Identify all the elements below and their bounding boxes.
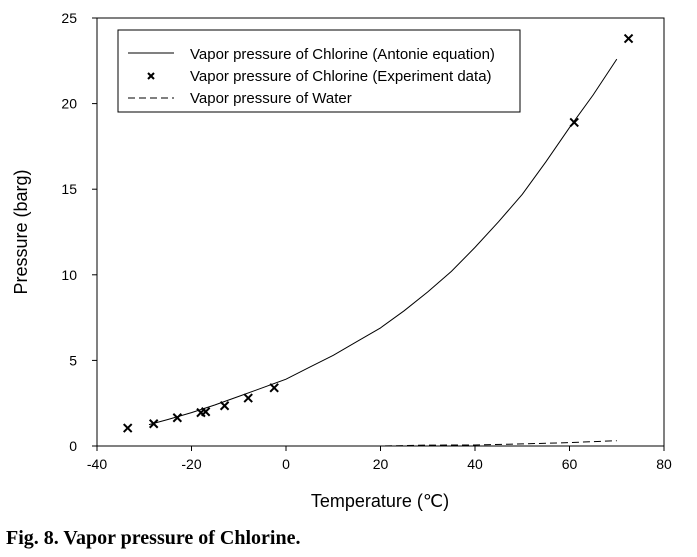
antonie-equation-line	[148, 58, 618, 426]
experiment-data-point	[569, 117, 579, 128]
experiment-data-point	[269, 383, 279, 393]
y-tick-label: 20	[61, 96, 77, 112]
x-tick-label: 0	[282, 456, 290, 472]
x-tick-label: 20	[373, 456, 389, 472]
legend-label-water: Vapor pressure of Water	[190, 90, 352, 107]
series-layer	[123, 33, 634, 447]
experiment-data-point	[172, 413, 183, 423]
experiment-data-point	[200, 407, 211, 417]
experiment-data-point	[623, 33, 634, 44]
experiment-data-point	[148, 419, 159, 429]
x-tick-label: -40	[87, 456, 107, 472]
y-tick-label: 10	[61, 267, 77, 283]
legend-x-marker-sample	[147, 72, 155, 80]
x-tick-label: -20	[181, 456, 201, 472]
y-tick-label: 15	[61, 181, 77, 197]
figure-caption: Fig. 8. Vapor pressure of Chlorine.	[6, 527, 301, 549]
legend-label-antonie: Vapor pressure of Chlorine (Antonie equa…	[190, 46, 495, 63]
legend: Vapor pressure of Chlorine (Antonie equa…	[117, 29, 521, 113]
experiment-data-point	[219, 401, 230, 411]
water-vapor-pressure-line	[286, 440, 617, 447]
x-tick-label: 60	[562, 456, 578, 472]
experiment-data-point	[123, 423, 133, 433]
vapor-pressure-chart: -40 -20 0 20 40 60 80 0 5 10 15 20 25 Vapor pressure…	[11, 10, 672, 511]
legend-box	[117, 29, 521, 113]
y-tick-label: 0	[69, 438, 77, 454]
x-axis-label: Temperature (℃)	[311, 491, 449, 511]
y-axis-label: Pressure (barg)	[11, 169, 31, 294]
y-tick-label: 5	[69, 352, 77, 368]
x-tick-label: 40	[467, 456, 483, 472]
axis-ticks: -40 -20 0 20 40 60 80 0 5 10 15 20 25	[61, 10, 672, 472]
y-tick-label: 25	[61, 10, 77, 26]
x-tick-label: 80	[656, 456, 672, 472]
experiment-data-point	[243, 393, 253, 403]
legend-label-experiment: Vapor pressure of Chlorine (Experiment d…	[190, 68, 492, 85]
